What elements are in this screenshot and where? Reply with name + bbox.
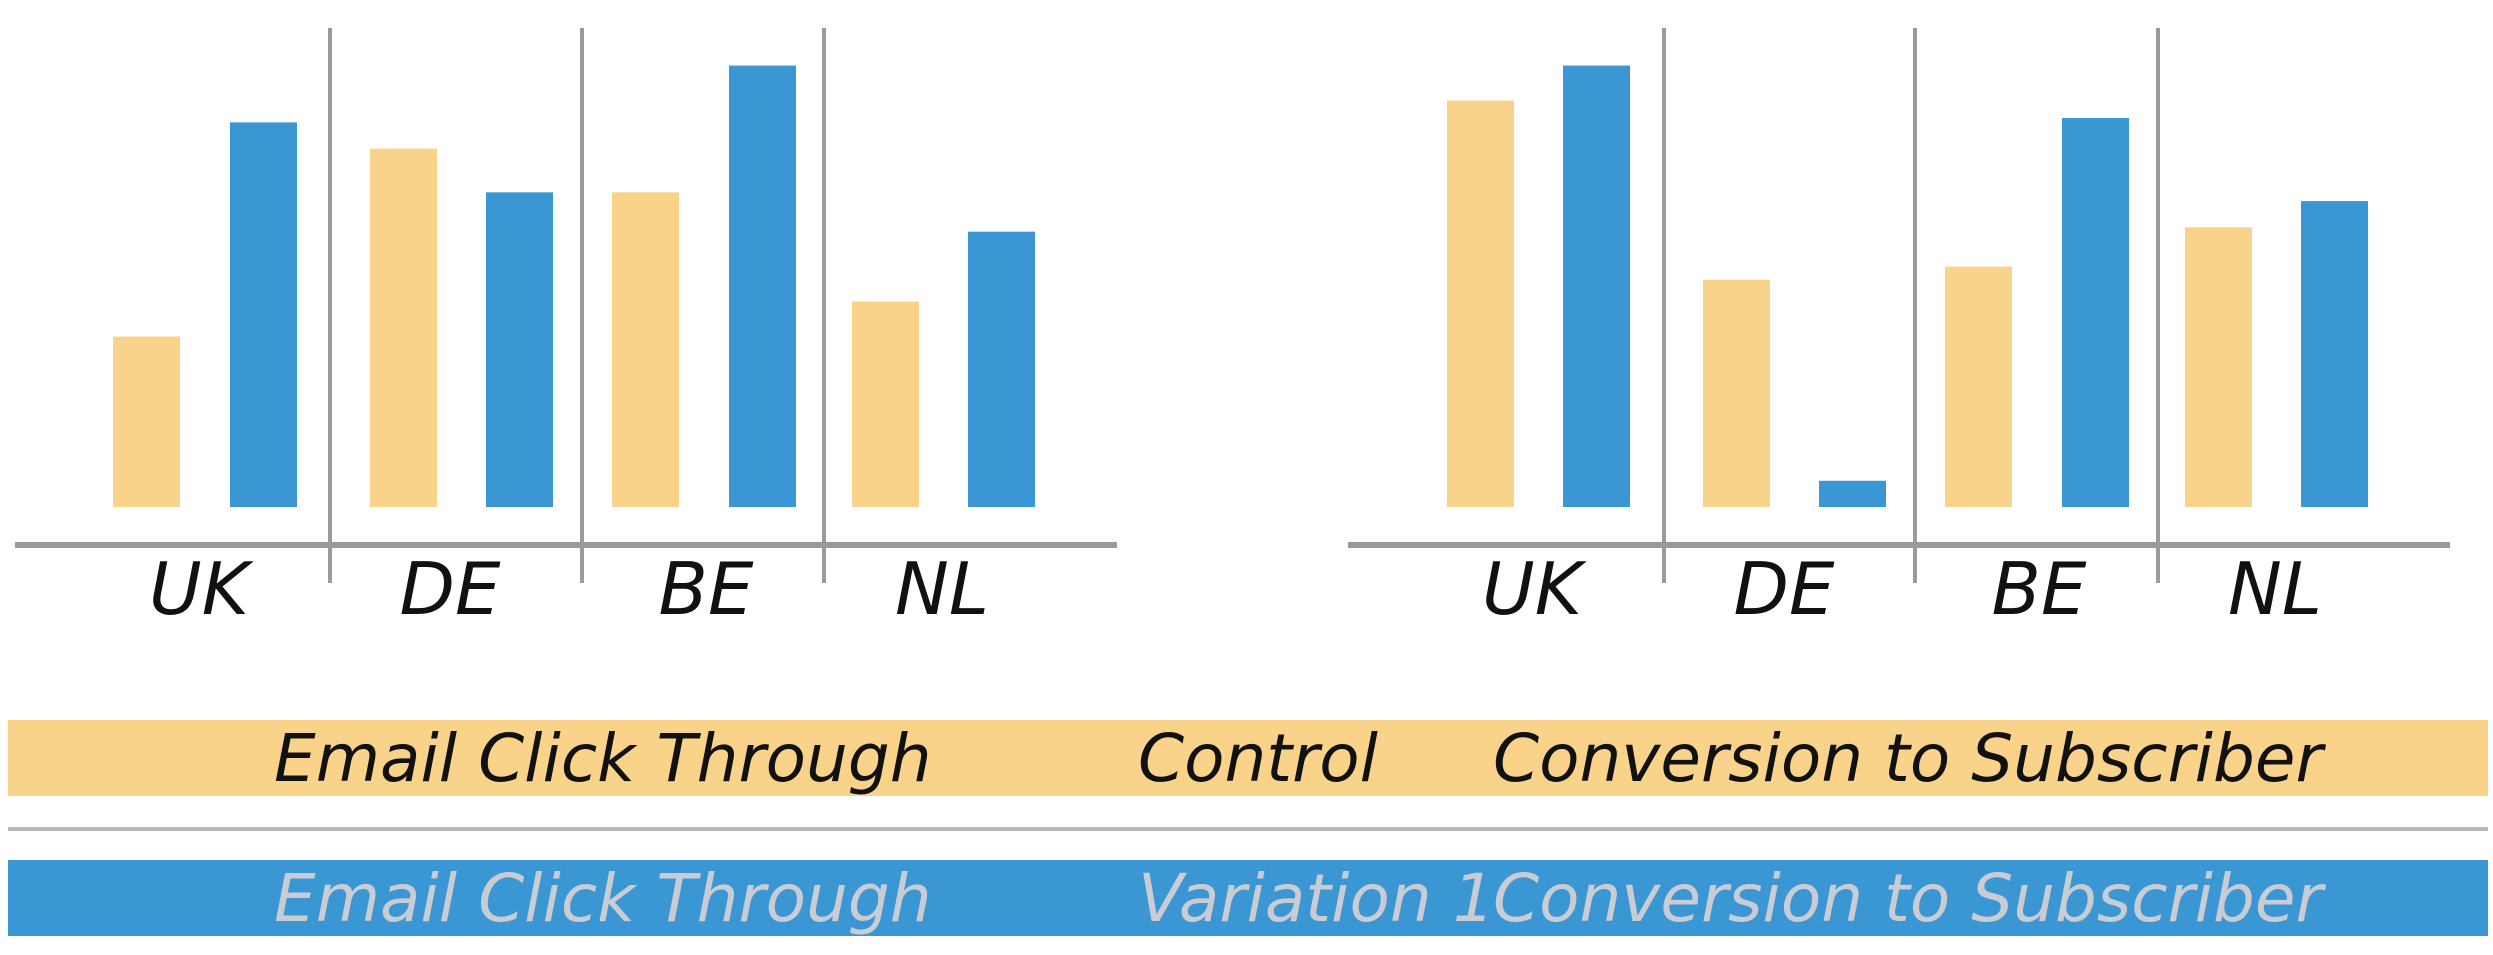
legend-divider (8, 827, 2488, 831)
bar-be-series-2 (2062, 118, 2129, 507)
legend-control-email-click-through: Email Click Through (274, 720, 932, 797)
bar-de-series-1 (370, 148, 437, 507)
x-tick-label-uk: UK (149, 547, 254, 631)
legend-control-band: Email Click Through Control Conversion t… (8, 720, 2488, 796)
bar-be-series-1 (1945, 266, 2012, 507)
bar-be-series-2 (729, 65, 796, 507)
charts-canvas: UK DE BE NL UK DE BE NL (15, 28, 2450, 631)
x-tick-label-be: BE (1992, 547, 2087, 631)
legend-control-conversion: Conversion to Subscriber (1493, 720, 2323, 797)
bar-nl-series-2 (2301, 201, 2368, 507)
legend-variation-band: Email Click Through Variation 1 Conversi… (8, 860, 2488, 936)
bar-nl-series-2 (968, 231, 1035, 507)
bar-uk-series-2 (1563, 65, 1630, 507)
bar-de-series-2 (486, 192, 553, 508)
legend-variation-email-click-through: Email Click Through (274, 860, 932, 937)
x-tick-label-nl: NL (895, 547, 989, 631)
bar-nl-series-1 (852, 301, 919, 507)
x-tick-label-nl: NL (2228, 547, 2322, 631)
legend-control-name: Control (1138, 720, 1379, 797)
x-tick-label-de: DE (1734, 547, 1835, 631)
bar-uk-series-1 (1447, 100, 1514, 508)
legend-variation-conversion: Conversion to Subscriber (1493, 860, 2323, 937)
bar-de-series-2 (1819, 480, 1886, 507)
bar-uk-series-2 (230, 122, 297, 507)
bar-uk-series-1 (113, 336, 180, 507)
x-tick-label-uk: UK (1482, 547, 1587, 631)
legend-variation-name: Variation 1 (1138, 860, 1495, 937)
bar-be-series-1 (612, 192, 679, 508)
x-tick-label-be: BE (659, 547, 754, 631)
bar-nl-series-1 (2185, 227, 2252, 507)
x-tick-label-de: DE (400, 547, 501, 631)
bar-de-series-1 (1703, 279, 1770, 507)
